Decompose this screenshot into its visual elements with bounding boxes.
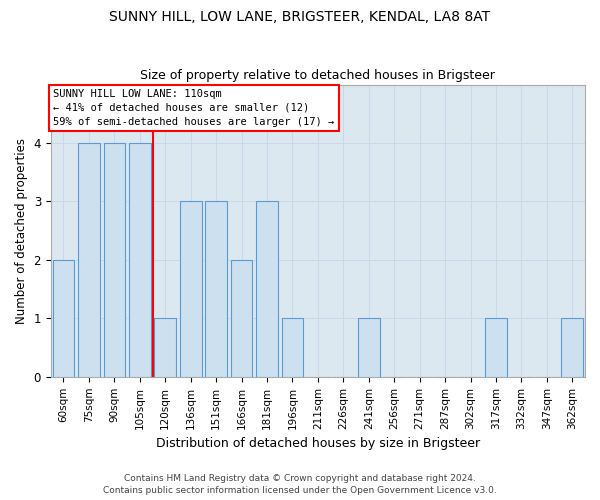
Bar [231, 260, 253, 377]
Bar [129, 143, 151, 377]
Bar [78, 143, 100, 377]
Title: Size of property relative to detached houses in Brigsteer: Size of property relative to detached ho… [140, 69, 496, 82]
Bar [104, 143, 125, 377]
Bar [180, 202, 202, 377]
X-axis label: Distribution of detached houses by size in Brigsteer: Distribution of detached houses by size … [156, 437, 480, 450]
Bar [562, 318, 583, 377]
Bar [154, 318, 176, 377]
Text: Contains HM Land Registry data © Crown copyright and database right 2024.
Contai: Contains HM Land Registry data © Crown c… [103, 474, 497, 495]
Bar [205, 202, 227, 377]
Bar [281, 318, 303, 377]
Bar [53, 260, 74, 377]
Bar [256, 202, 278, 377]
Bar [358, 318, 380, 377]
Text: SUNNY HILL, LOW LANE, BRIGSTEER, KENDAL, LA8 8AT: SUNNY HILL, LOW LANE, BRIGSTEER, KENDAL,… [109, 10, 491, 24]
Text: SUNNY HILL LOW LANE: 110sqm
← 41% of detached houses are smaller (12)
59% of sem: SUNNY HILL LOW LANE: 110sqm ← 41% of det… [53, 89, 335, 127]
Y-axis label: Number of detached properties: Number of detached properties [15, 138, 28, 324]
Bar [485, 318, 507, 377]
